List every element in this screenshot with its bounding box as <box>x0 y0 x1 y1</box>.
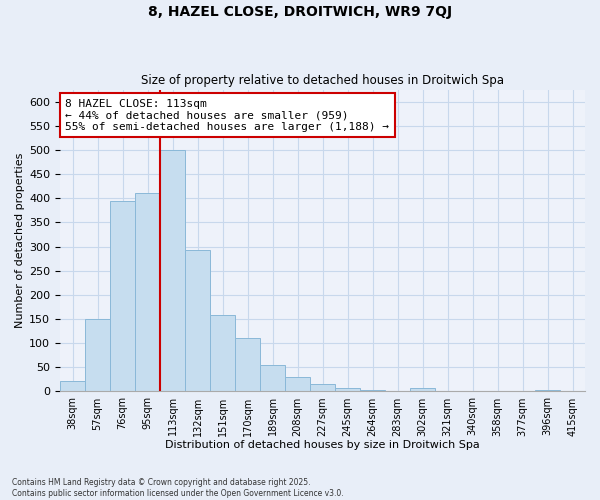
Bar <box>85 319 110 392</box>
Text: 8 HAZEL CLOSE: 113sqm
← 44% of detached houses are smaller (959)
55% of semi-det: 8 HAZEL CLOSE: 113sqm ← 44% of detached … <box>65 98 389 132</box>
Bar <box>135 194 160 392</box>
Bar <box>285 377 310 392</box>
Bar <box>185 250 210 392</box>
Bar <box>410 388 435 392</box>
Title: Size of property relative to detached houses in Droitwich Spa: Size of property relative to detached ho… <box>141 74 504 87</box>
Text: 8, HAZEL CLOSE, DROITWICH, WR9 7QJ: 8, HAZEL CLOSE, DROITWICH, WR9 7QJ <box>148 5 452 19</box>
Bar <box>60 381 85 392</box>
X-axis label: Distribution of detached houses by size in Droitwich Spa: Distribution of detached houses by size … <box>165 440 480 450</box>
Bar <box>310 384 335 392</box>
Bar <box>260 365 285 392</box>
Bar <box>110 200 135 392</box>
Bar <box>160 150 185 392</box>
Bar <box>210 315 235 392</box>
Bar <box>535 390 560 392</box>
Text: Contains HM Land Registry data © Crown copyright and database right 2025.
Contai: Contains HM Land Registry data © Crown c… <box>12 478 344 498</box>
Y-axis label: Number of detached properties: Number of detached properties <box>15 153 25 328</box>
Bar <box>335 388 360 392</box>
Bar <box>235 338 260 392</box>
Bar <box>360 390 385 392</box>
